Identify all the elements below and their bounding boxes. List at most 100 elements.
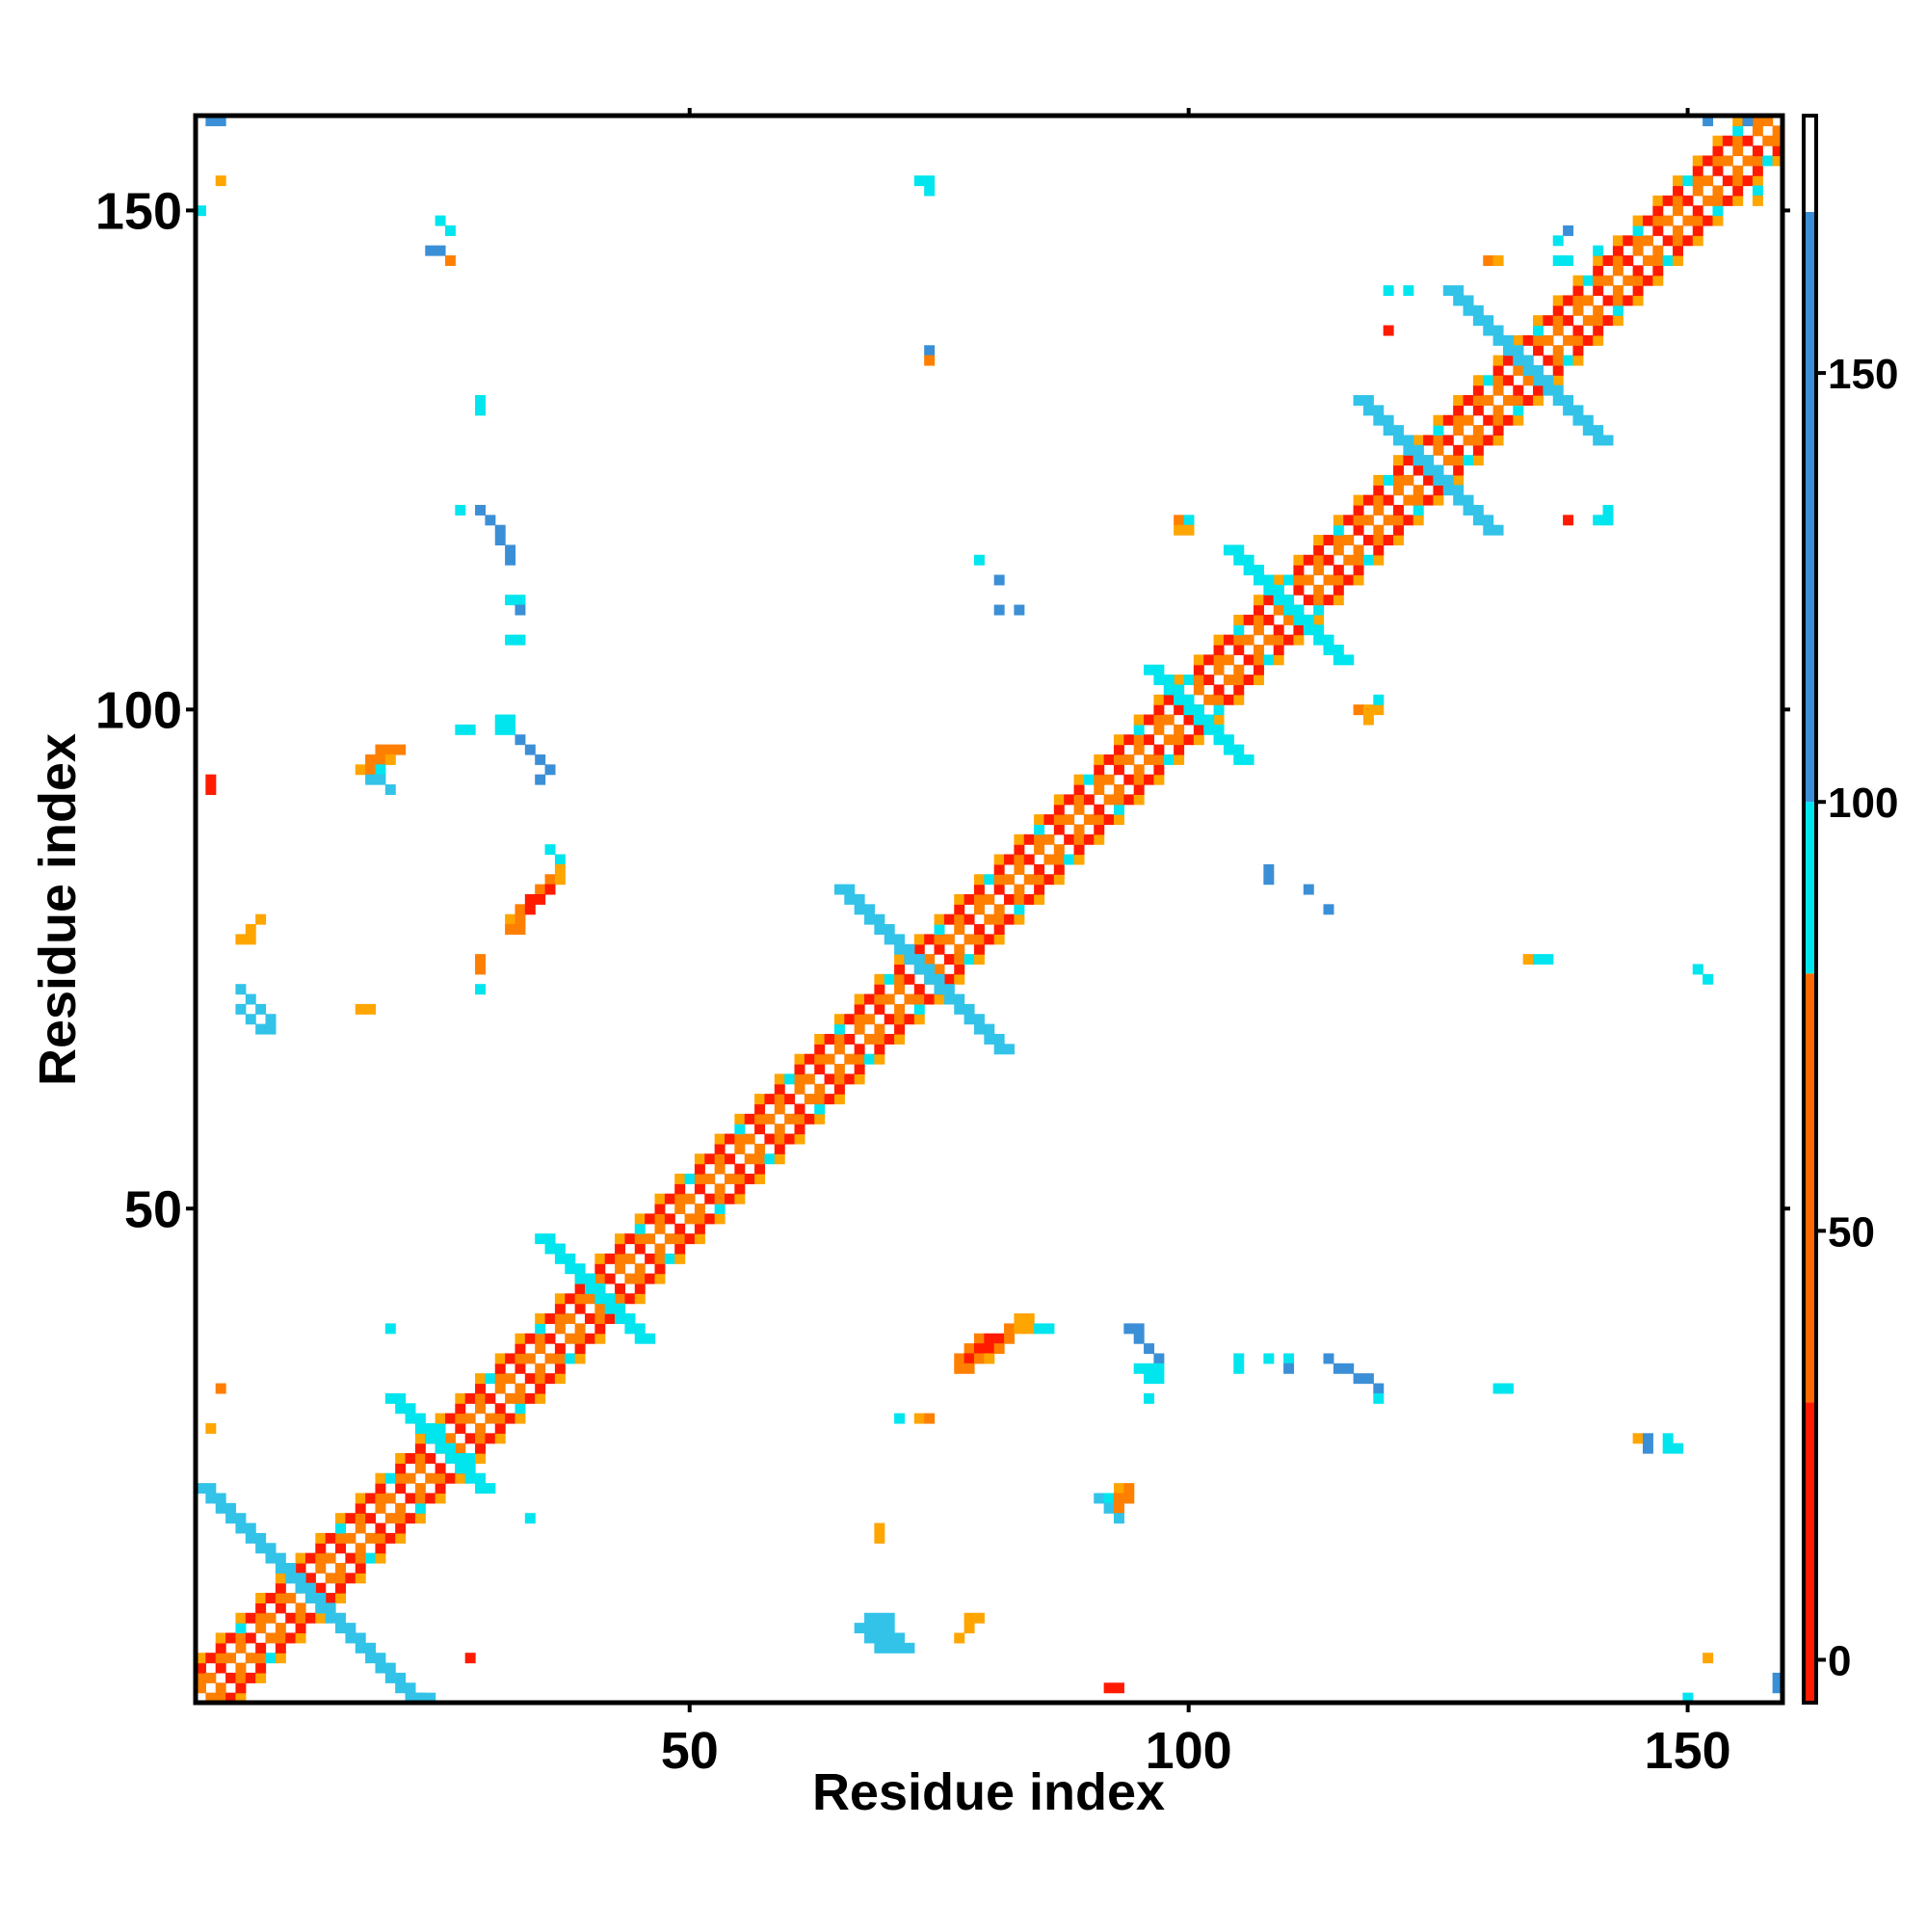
diagonal-cell <box>624 1273 636 1284</box>
band-cell <box>615 1313 626 1324</box>
band-cell <box>984 1023 995 1035</box>
diagonal-cell <box>196 1672 206 1683</box>
band-cell <box>1362 405 1374 416</box>
diagonal-cell <box>1492 375 1504 386</box>
diagonal-cell <box>1133 784 1145 795</box>
diagonal-cell <box>1673 185 1684 197</box>
diagonal-cell <box>774 1094 785 1105</box>
diagonal-cell <box>854 1064 865 1075</box>
heatmap-cell <box>505 634 516 646</box>
heatmap-cell <box>475 964 486 975</box>
heatmap-cell <box>964 1623 975 1634</box>
diagonal-cell <box>1144 734 1155 746</box>
diagonal-cell <box>1552 375 1564 386</box>
band-cell <box>225 1513 237 1524</box>
diagonal-cell <box>1453 455 1465 466</box>
diagonal-cell <box>794 1064 805 1075</box>
diagonal-cell <box>913 1014 925 1025</box>
band-cell <box>315 1602 327 1614</box>
diagonal-cell <box>924 954 936 966</box>
diagonal-cell <box>1094 834 1105 845</box>
diagonal-cell <box>315 1612 327 1624</box>
heatmap-cell <box>1483 255 1494 266</box>
diagonal-cell <box>1073 844 1085 856</box>
heatmap-cell <box>1383 285 1394 297</box>
heatmap-cell <box>1153 1363 1165 1374</box>
diagonal-cell <box>315 1562 327 1574</box>
diagonal-cell <box>1153 704 1165 716</box>
diagonal-cell <box>1712 185 1724 197</box>
diagonal-cell <box>494 1433 506 1444</box>
diagonal-cell <box>1083 774 1095 785</box>
heatmap-cell <box>1004 1323 1015 1335</box>
diagonal-cell <box>874 1033 885 1045</box>
diagonal-cell <box>1073 854 1085 865</box>
band-cell <box>1393 425 1404 437</box>
diagonal-cell <box>1393 474 1404 486</box>
diagonal-cell <box>993 884 1005 895</box>
diagonal-cell <box>225 1672 237 1683</box>
heatmap-cell <box>1303 884 1314 895</box>
diagonal-cell <box>275 1602 286 1614</box>
band-cell <box>844 893 856 905</box>
diagonal-cell <box>725 1193 735 1204</box>
band-cell <box>1263 574 1275 586</box>
x-axis-ticks: 50 100 150 <box>661 108 1731 1780</box>
diagonal-cell <box>684 1174 696 1184</box>
heatmap-cell <box>1323 1353 1334 1364</box>
diagonal-cell <box>774 1073 785 1085</box>
diagonal-cell <box>1254 604 1264 616</box>
diagonal-cell <box>505 1413 516 1424</box>
band-cell <box>464 1472 476 1484</box>
diagonal-cell <box>684 1193 696 1204</box>
band-cell <box>395 1682 407 1694</box>
band-cell <box>1243 565 1254 576</box>
diagonal-cell <box>475 1453 486 1464</box>
diagonal-cell <box>794 1124 805 1135</box>
diagonal-cell <box>1703 215 1714 226</box>
diagonal-cell <box>954 943 965 955</box>
diagonal-cell <box>654 1263 666 1275</box>
heatmap-cell <box>1552 255 1564 266</box>
diagonal-cell <box>1053 794 1065 806</box>
heatmap-cell <box>544 874 556 886</box>
diagonal-cell <box>1712 155 1724 167</box>
heatmap-cell <box>1492 1383 1504 1394</box>
diagonal-cell <box>1522 375 1534 386</box>
diagonal-cell <box>1362 554 1374 566</box>
band-cell <box>1453 494 1465 506</box>
diagonal-cell <box>475 1403 486 1415</box>
band-cell <box>844 884 856 895</box>
band-cell <box>355 1642 366 1654</box>
diagonal-cell <box>794 1103 805 1115</box>
diagonal-cell <box>1533 345 1544 357</box>
diagonal-cell <box>1662 235 1674 247</box>
band-cell <box>295 1573 306 1584</box>
diagonal-cell <box>205 1672 217 1683</box>
diagonal-cell <box>1113 734 1124 746</box>
diagonal-cell <box>1313 565 1325 576</box>
heatmap-cell <box>874 1612 885 1624</box>
heatmap-cell <box>235 934 247 945</box>
heatmap-cell <box>1233 1363 1245 1374</box>
diagonal-cell <box>245 1672 256 1683</box>
band-cell <box>235 1522 247 1534</box>
diagonal-cell <box>1313 554 1325 566</box>
diagonal-cell <box>315 1552 327 1564</box>
band-cell <box>1362 395 1374 406</box>
band-cell <box>384 1662 396 1674</box>
diagonal-cell <box>1064 854 1075 865</box>
diagonal-cell <box>1513 364 1524 376</box>
diagonal-cell <box>1273 654 1284 666</box>
diagonal-cell <box>275 1632 286 1644</box>
diagonal-cell <box>1333 584 1344 595</box>
heatmap-cell <box>475 984 486 995</box>
band-cell <box>405 1682 416 1694</box>
heatmap-cell <box>964 1363 975 1374</box>
diagonal-cell <box>1393 535 1404 546</box>
diagonal-cell <box>1133 764 1145 776</box>
diagonal-cell <box>964 893 975 905</box>
diagonal-cell <box>1433 444 1444 456</box>
diagonal-cell <box>1373 474 1385 486</box>
diagonal-cell <box>444 1413 456 1424</box>
